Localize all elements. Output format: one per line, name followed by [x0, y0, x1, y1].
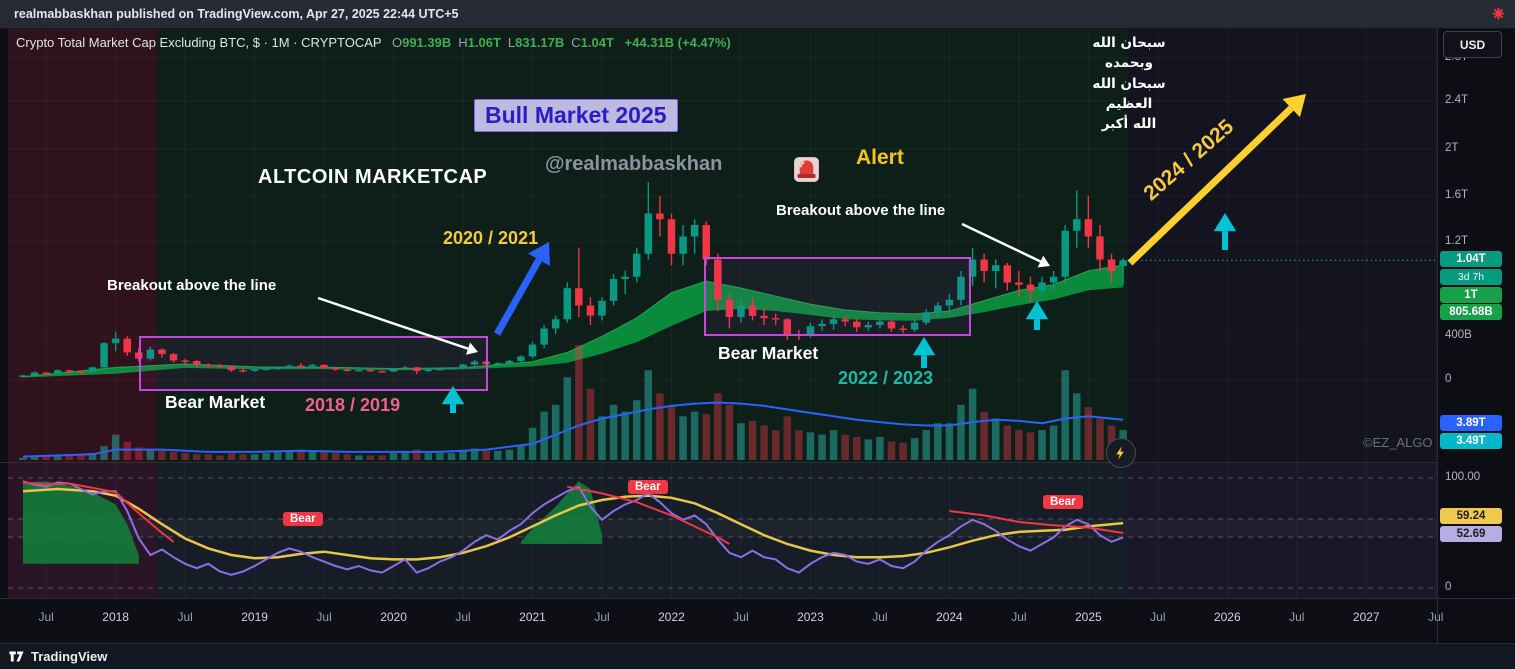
publication-star-icon — [1492, 7, 1505, 25]
price-badge: 1.04T — [1440, 251, 1502, 267]
price-badge: 59.24 — [1440, 508, 1502, 524]
publisher-topbar: realmabbaskhan published on TradingView.… — [0, 0, 1515, 29]
breakout-arrow-right — [961, 222, 1050, 268]
time-tick: Jul — [38, 610, 54, 624]
volume-bars — [19, 345, 1127, 460]
time-tick: Jul — [872, 610, 888, 624]
bull-arrow-2025 — [1127, 94, 1306, 266]
ohlc-value: 1.06T — [467, 35, 501, 50]
consolidation-boxes — [139, 257, 971, 391]
time-tick: 2022 — [658, 610, 685, 624]
time-tick: Jul — [1289, 610, 1305, 624]
price-badge: 52.69 — [1440, 526, 1502, 542]
ezalgo-watermark: ©EZ_ALGO — [1363, 435, 1433, 450]
breakout-label-left: Breakout above the line — [107, 277, 277, 294]
price-badge: 3.89T — [1440, 415, 1502, 431]
breakout-arrow-left — [317, 296, 478, 355]
price-badge: 1T — [1440, 287, 1502, 303]
time-tick: 2020 — [380, 610, 407, 624]
time-tick: Jul — [594, 610, 610, 624]
price-label: 2T — [1445, 142, 1459, 154]
time-tick: Jul — [1150, 610, 1166, 624]
price-label: 1.2T — [1445, 235, 1469, 247]
ohlc-key: C — [571, 35, 581, 50]
symbol-title: Crypto Total Market Cap Excluding BTC, $… — [16, 35, 382, 50]
alert-label: Alert — [856, 146, 904, 169]
ohlc-values: O991.39B H1.06T L831.17B C1.04T — [385, 35, 614, 50]
breakout-label-right: Breakout above the line — [776, 202, 946, 219]
ohlc-value: 831.17B — [515, 35, 565, 50]
time-tick: Jul — [1428, 610, 1444, 624]
lightning-icon — [1116, 446, 1124, 460]
bull-market-2025-label: Bull Market 2025 — [474, 99, 678, 132]
arabic-line: سبحان الله وبحمده — [1092, 35, 1166, 72]
bear-signal-badge: Bear — [1043, 495, 1083, 509]
tradingview-brand-text: TradingView — [31, 649, 108, 664]
cyan-arrow-2024 — [1025, 301, 1049, 330]
arabic-line: سبحان الله العظيم — [1092, 75, 1166, 112]
cyan-arrow-2025 — [1213, 213, 1237, 250]
ohlc-value: 991.39B — [402, 35, 452, 50]
bear-market-label-left: Bear Market — [165, 392, 266, 412]
time-tick: 2025 — [1075, 610, 1102, 624]
time-tick: Jul — [733, 610, 749, 624]
volume-ma-line — [22, 401, 1124, 458]
time-tick: 2023 — [797, 610, 824, 624]
ohlc-key: L — [507, 35, 516, 50]
siren-icon — [793, 156, 820, 188]
tradingview-logo — [9, 651, 24, 662]
time-tick: 2021 — [519, 610, 546, 624]
time-tick: Jul — [1011, 610, 1027, 624]
altcoin-marketcap-label: ALTCOIN MARKETCAP — [258, 166, 488, 188]
price-label: 400B — [1445, 329, 1472, 341]
bear-signal-badge: Bear — [283, 512, 323, 526]
watermark-handle: @realmabbaskhan — [545, 153, 723, 175]
bull-arrow-2021 — [493, 242, 550, 336]
cyan-arrow-2023 — [912, 337, 936, 368]
time-tick: Jul — [455, 610, 471, 624]
bear-market-label-mid: Bear Market — [718, 343, 819, 363]
label-2020-2021: 2020 / 2021 — [443, 228, 539, 248]
price-badge: 3.49T — [1440, 433, 1502, 449]
time-tick: 2018 — [102, 610, 129, 624]
symbol-header: Crypto Total Market Cap Excluding BTC, $… — [16, 35, 731, 50]
boost-lightning-button[interactable] — [1106, 438, 1136, 468]
time-tick: 2026 — [1213, 610, 1241, 624]
time-tick: Jul — [177, 610, 193, 624]
arabic-line: الله أكبر — [1101, 116, 1157, 132]
label-2022-2023: 2022 / 2023 — [838, 368, 934, 388]
price-badge: 3d 7h — [1440, 269, 1502, 285]
publisher-text: realmabbaskhan published on TradingView.… — [14, 7, 459, 21]
candles — [19, 182, 1127, 378]
ohlc-key: O — [391, 35, 403, 50]
price-badge: 805.68B — [1440, 304, 1502, 320]
label-2018-2019: 2018 / 2019 — [305, 395, 401, 415]
time-tick: Jul — [316, 610, 332, 624]
time-tick: 2027 — [1352, 610, 1380, 624]
arabic-dhikr-text: سبحان الله وبحمده سبحان الله العظيم الله أ… — [1076, 33, 1182, 134]
ohlc-key: H — [458, 35, 468, 50]
time-tick: 2024 — [936, 610, 963, 624]
time-tick: 2019 — [241, 610, 268, 624]
currency-toggle-button[interactable]: USD — [1443, 31, 1502, 58]
price-label: 100.00 — [1445, 471, 1481, 483]
change-value: +44.31B (+4.47%) — [624, 35, 731, 50]
bottom-brand-bar: TradingView — [0, 643, 1515, 669]
tradingview-brand-link[interactable]: TradingView — [8, 648, 107, 665]
oscillator-pane — [8, 477, 1437, 589]
ohlc-value: 1.04T — [580, 35, 614, 50]
price-label: 2.4T — [1445, 94, 1469, 106]
bear-signal-badge: Bear — [628, 480, 668, 494]
arrows — [317, 94, 1306, 413]
price-label: 1.6T — [1445, 189, 1469, 201]
cyan-arrow-2019 — [441, 386, 465, 413]
price-label: 0 — [1445, 581, 1452, 593]
price-label: 0 — [1445, 373, 1452, 385]
